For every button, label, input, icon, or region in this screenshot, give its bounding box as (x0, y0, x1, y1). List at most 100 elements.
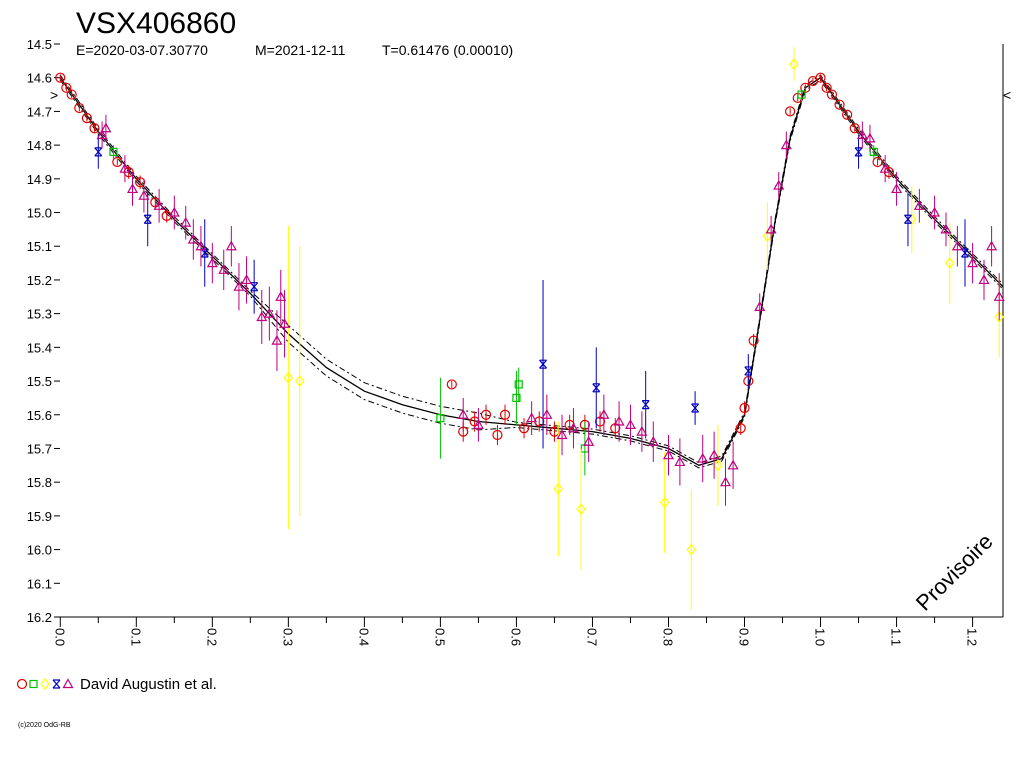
data-point-square (797, 90, 806, 99)
fit-curve-lower (59, 79, 1004, 469)
data-point-triangle (879, 162, 891, 173)
data-point-circle (748, 335, 759, 346)
data-point-triangle (279, 318, 291, 328)
x-tick-label: 1.0 (813, 628, 828, 646)
data-point-triangle (457, 409, 469, 419)
y-tick-label: 15.4 (27, 340, 52, 355)
y-tick-label: 16.1 (27, 576, 52, 591)
data-point-circle (66, 89, 77, 100)
y-tick-label: 14.7 (27, 104, 52, 119)
copyright: (c)2020 OdG-RB (18, 722, 71, 729)
data-point-triangle (168, 206, 180, 217)
data-point-triangle (138, 189, 150, 200)
data-point-triangle (153, 200, 165, 210)
data-points (55, 47, 1005, 611)
data-point-triangle (541, 409, 553, 419)
data-point-cross (539, 359, 547, 369)
y-tick-label: 15.7 (27, 441, 52, 456)
data-point-square (109, 147, 118, 156)
data-point-cross (143, 214, 152, 224)
data-point-triangle (271, 334, 283, 345)
data-point-triangle (567, 422, 579, 433)
legend-icon-diamond (40, 678, 50, 690)
data-point-circle (849, 123, 860, 134)
data-point-circle (112, 156, 123, 168)
data-point-cross (200, 248, 209, 258)
data-point-triangle (275, 291, 287, 301)
data-point-triangle (719, 476, 732, 487)
data-point-circle (826, 89, 838, 100)
max-label: M=2021-12-11 (255, 42, 346, 58)
x-tick-label: 0.3 (280, 628, 295, 646)
y-tick-label: 14.5 (27, 37, 52, 52)
y-tick-label: 16.0 (27, 543, 52, 558)
data-point-circle (492, 429, 503, 441)
data-point-triangle (765, 223, 777, 234)
x-tick-label: 0.1 (128, 628, 143, 646)
data-point-triangle (856, 129, 868, 140)
data-point-triangle (195, 240, 207, 251)
axes: 14.5 14.6 14.7 14.8 14.9 15.0 15.1 15.2 15.3 15.4… (27, 37, 1004, 646)
y-tick-label: 15.2 (27, 273, 52, 288)
data-point-circle (61, 82, 72, 93)
data-point-circle (785, 106, 796, 117)
data-point-triangle (913, 200, 925, 210)
y-tick-label: 15.1 (27, 239, 52, 254)
data-point-triangle (180, 216, 192, 227)
y-tick-label: 15.9 (27, 509, 52, 524)
data-point-circle (815, 72, 826, 83)
data-point-triangle (96, 129, 108, 140)
data-point-triangle (624, 419, 636, 429)
data-point-circle (89, 123, 100, 134)
data-point-cross (94, 147, 103, 157)
y-tick-label: 14.9 (27, 172, 52, 187)
y-tick-label: 15.5 (27, 374, 52, 389)
data-point-circle (821, 82, 832, 93)
data-point-circle (81, 113, 92, 124)
x-tick-label: 1.1 (889, 628, 904, 646)
data-point-triangle (241, 274, 253, 285)
legend-label: David Augustin et al. (80, 676, 217, 693)
data-point-triangle (583, 436, 595, 446)
left-marker: > (50, 87, 58, 103)
data-point-triangle (940, 223, 952, 234)
y-tick-label: 15.6 (27, 408, 52, 423)
data-point-triangle (119, 162, 131, 173)
data-point-triangle (754, 301, 766, 312)
data-point-diamond (994, 311, 1004, 323)
x-tick-label: 0.9 (737, 628, 752, 646)
data-point-triangle (225, 240, 237, 251)
data-point-circle (74, 102, 85, 114)
data-point-triangle (263, 307, 275, 318)
data-point-cross (691, 403, 700, 413)
data-point-triangle (773, 179, 785, 190)
data-point-circle (549, 426, 560, 437)
data-point-diamond (283, 371, 294, 384)
data-point-triangle (662, 449, 675, 460)
data-point-circle (518, 423, 530, 434)
data-point-cross (961, 248, 969, 258)
data-point-diamond (789, 58, 799, 71)
data-point-circle (735, 423, 746, 434)
data-point-cross (854, 147, 863, 157)
data-point-circle (842, 109, 853, 120)
data-point-triangle (993, 291, 1005, 301)
data-point-cross (250, 282, 259, 292)
y-tick-label: 14.8 (27, 138, 52, 153)
data-point-triangle (598, 409, 610, 419)
data-point-triangle (891, 183, 903, 194)
x-tick-label: 0.8 (660, 628, 675, 646)
x-tick-label: 0.0 (52, 628, 67, 646)
data-point-square (436, 414, 445, 423)
data-point-circle (55, 72, 66, 83)
data-point-diamond (713, 459, 723, 472)
data-point-triangle (967, 257, 979, 268)
data-point-cross (641, 400, 650, 410)
data-point-triangle (233, 280, 245, 291)
data-point-circle (872, 156, 883, 168)
fit-curve-upper (59, 74, 1004, 464)
data-point-diamond (553, 482, 564, 495)
data-point-triangle (556, 429, 568, 440)
x-tick-label: 0.7 (584, 628, 599, 646)
